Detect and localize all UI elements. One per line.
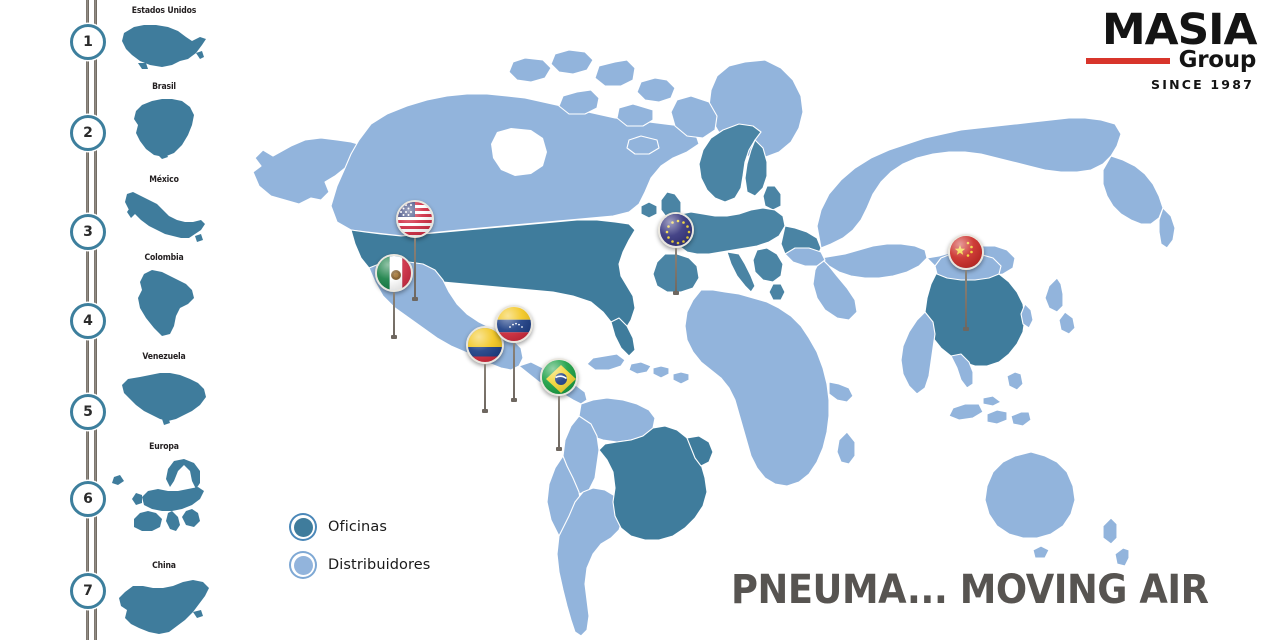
flag-united-states-icon xyxy=(396,200,434,238)
flag-brazil-icon xyxy=(540,358,578,396)
mexico-map-icon xyxy=(110,188,218,248)
china-map-icon xyxy=(110,574,218,636)
timeline-entry-estados-unidos[interactable]: Estados Unidos xyxy=(110,6,218,71)
pin-stem xyxy=(391,292,397,339)
pin-stem xyxy=(482,364,488,413)
venezuela-map-icon xyxy=(110,365,218,427)
pin-brazil[interactable] xyxy=(540,358,578,451)
pin-stem xyxy=(556,396,562,451)
timeline-node-number: 6 xyxy=(83,491,93,507)
world-map: .lt { fill:#92b4dc; stroke:#ffffff; stro… xyxy=(252,49,1176,637)
world-map-container: .lt { fill:#92b4dc; stroke:#ffffff; stro… xyxy=(225,0,1280,640)
legend-item-distribuidores[interactable]: Distribuidores xyxy=(289,546,430,584)
light-circle-marker-icon xyxy=(289,551,317,579)
logo-red-bar-icon xyxy=(1085,57,1170,64)
timeline-label: China xyxy=(152,561,176,571)
timeline-label: Brasil xyxy=(152,82,176,92)
timeline-entry-mexico[interactable]: México xyxy=(110,175,218,248)
pin-stem xyxy=(412,238,418,301)
timeline-node-number: 7 xyxy=(83,583,93,599)
timeline-node-4[interactable]: 4 xyxy=(70,303,106,339)
timeline-node-number: 1 xyxy=(83,34,93,50)
pin-china[interactable] xyxy=(948,234,984,331)
pin-stem xyxy=(963,270,969,331)
legend-item-oficinas[interactable]: Oficinas xyxy=(289,508,430,546)
flag-china-icon xyxy=(948,234,984,270)
timeline-label: Estados Unidos xyxy=(131,6,197,16)
united-states-map-icon xyxy=(110,19,218,71)
pin-stem xyxy=(511,343,517,402)
timeline-node-7[interactable]: 7 xyxy=(70,573,106,609)
pin-europe[interactable] xyxy=(658,212,694,295)
timeline-label: Venezuela xyxy=(142,352,186,362)
pin-united-states[interactable] xyxy=(396,200,434,301)
legend-label: Distribuidores xyxy=(328,557,431,573)
timeline-entry-venezuela[interactable]: Venezuela xyxy=(110,352,218,427)
europe-map-icon xyxy=(110,455,218,535)
flag-mexico-icon xyxy=(375,254,413,292)
timeline-node-1[interactable]: 1 xyxy=(70,24,106,60)
timeline-label: México xyxy=(149,175,179,185)
timeline-entry-europa[interactable]: Europa xyxy=(110,442,218,535)
timeline-node-number: 4 xyxy=(83,313,93,329)
country-timeline-sidebar: 1 Estados Unidos 2 Brasil 3 México xyxy=(0,0,220,640)
logo-wordmark: MASIA xyxy=(1101,5,1257,55)
timeline-entry-china[interactable]: China xyxy=(110,561,218,636)
timeline-node-number: 5 xyxy=(83,404,93,420)
timeline-entry-brasil[interactable]: Brasil xyxy=(110,82,218,161)
timeline-node-number: 2 xyxy=(83,125,93,141)
legend-label: Oficinas xyxy=(328,519,387,535)
timeline-label: Europa xyxy=(149,442,179,452)
timeline-node-number: 3 xyxy=(83,224,93,240)
pin-mexico[interactable] xyxy=(375,254,413,339)
map-legend: Oficinas Distribuidores xyxy=(289,508,430,584)
timeline-node-5[interactable]: 5 xyxy=(70,394,106,430)
logo-group-text: Group xyxy=(1178,47,1257,74)
timeline-node-6[interactable]: 6 xyxy=(70,481,106,517)
masia-group-logo[interactable]: MASIA Group SINCE 1987 xyxy=(1085,8,1257,93)
timeline-label: Colombia xyxy=(144,253,184,263)
colombia-map-icon xyxy=(110,266,218,338)
logo-since-text: SINCE 1987 xyxy=(1151,77,1254,93)
brazil-map-icon xyxy=(110,95,218,161)
timeline-node-2[interactable]: 2 xyxy=(70,115,106,151)
dark-circle-marker-icon xyxy=(289,513,317,541)
flag-colombia-icon xyxy=(466,326,504,364)
pin-venezuela[interactable] xyxy=(495,305,533,402)
logo-second-row: Group xyxy=(1085,47,1257,74)
pin-colombia[interactable] xyxy=(466,326,504,413)
flag-european-union-icon xyxy=(658,212,694,248)
flag-venezuela-icon xyxy=(495,305,533,343)
timeline-node-3[interactable]: 3 xyxy=(70,214,106,250)
tagline: PNEUMA... MOVING AIR xyxy=(731,567,1209,613)
pin-stem xyxy=(673,248,679,295)
timeline-entry-colombia[interactable]: Colombia xyxy=(110,253,218,338)
